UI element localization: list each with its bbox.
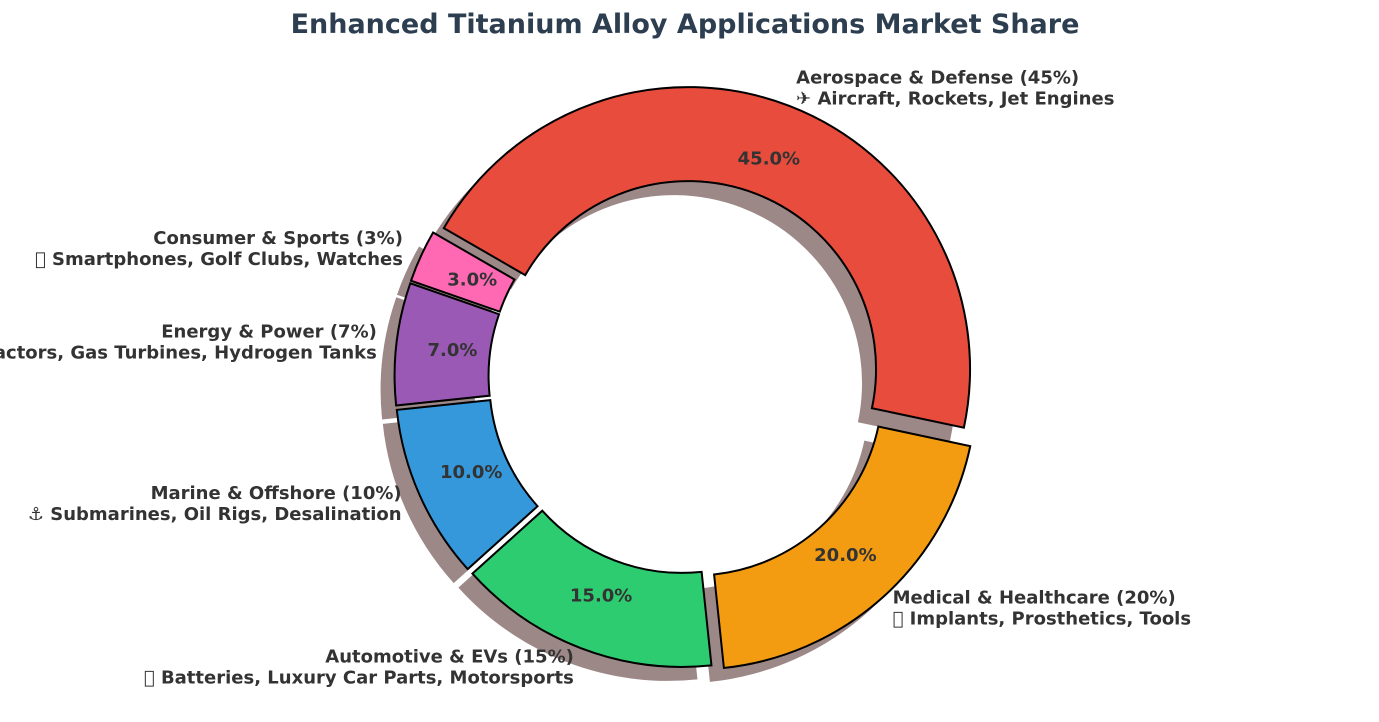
pct-layer: 45.0% 20.0% 15.0% 10.0% 7.0% 3.0%: [428, 148, 877, 606]
slice-label-consumer: Consumer & Sports (3%)􏿾 Smartphones, Gol…: [35, 228, 403, 270]
slice-name-marine: Marine & Offshore (10%): [151, 483, 402, 504]
slice-applications-aerospace: ✈ Aircraft, Rockets, Jet Engines: [796, 88, 1114, 109]
slice-name-aerospace: Aerospace & Defense (45%): [796, 67, 1079, 88]
slice-label-medical: Medical & Healthcare (20%)􏿾 Implants, Pr…: [893, 588, 1192, 630]
slice-applications-automotive: 􏿾 Batteries, Luxury Car Parts, Motorspor…: [144, 668, 574, 689]
slice-label-marine: Marine & Offshore (10%)⚓ Submarines, Oil…: [28, 483, 402, 525]
slice-applications-consumer: 􏿾 Smartphones, Golf Clubs, Watches: [35, 249, 403, 270]
data-label-automotive: 15.0%: [570, 586, 632, 607]
data-label-aerospace: 45.0%: [738, 148, 800, 169]
slice-label-automotive: Automotive & EVs (15%)􏿾 Batteries, Luxur…: [144, 647, 574, 689]
slice-name-consumer: Consumer & Sports (3%): [153, 228, 403, 249]
data-label-consumer: 3.0%: [447, 270, 497, 291]
data-label-energy: 7.0%: [428, 340, 478, 361]
slice-applications-medical: 􏿾 Implants, Prosthetics, Tools: [893, 609, 1192, 630]
pie-slice-aerospace: [442, 86, 972, 429]
data-label-medical: 20.0%: [814, 545, 876, 566]
slice-name-medical: Medical & Healthcare (20%): [893, 588, 1176, 609]
slice-label-aerospace: Aerospace & Defense (45%)✈ Aircraft, Roc…: [796, 67, 1114, 109]
data-label-marine: 10.0%: [440, 462, 502, 483]
slice-name-energy: Energy & Power (7%): [161, 321, 377, 342]
pie-slice-marine: [395, 398, 539, 571]
slice-applications-marine: ⚓ Submarines, Oil Rigs, Desalination: [28, 504, 402, 525]
label-layer: Aerospace & Defense (45%)✈ Aircraft, Roc…: [0, 67, 1191, 688]
pie-slice-energy: [393, 282, 501, 407]
pie-slice-automotive: [470, 509, 713, 668]
slice-label-energy: Energy & Power (7%)⚡ Nuclear Reactors, G…: [0, 321, 377, 363]
pie-slice-consumer: [409, 231, 516, 313]
slice-layer: [393, 86, 972, 670]
slice-name-automotive: Automotive & EVs (15%): [325, 647, 574, 668]
chart-title: Enhanced Titanium Alloy Applications Mar…: [291, 9, 1080, 40]
pie-slice-medical: [712, 425, 972, 670]
slice-applications-energy: ⚡ Nuclear Reactors, Gas Turbines, Hydrog…: [0, 342, 377, 363]
